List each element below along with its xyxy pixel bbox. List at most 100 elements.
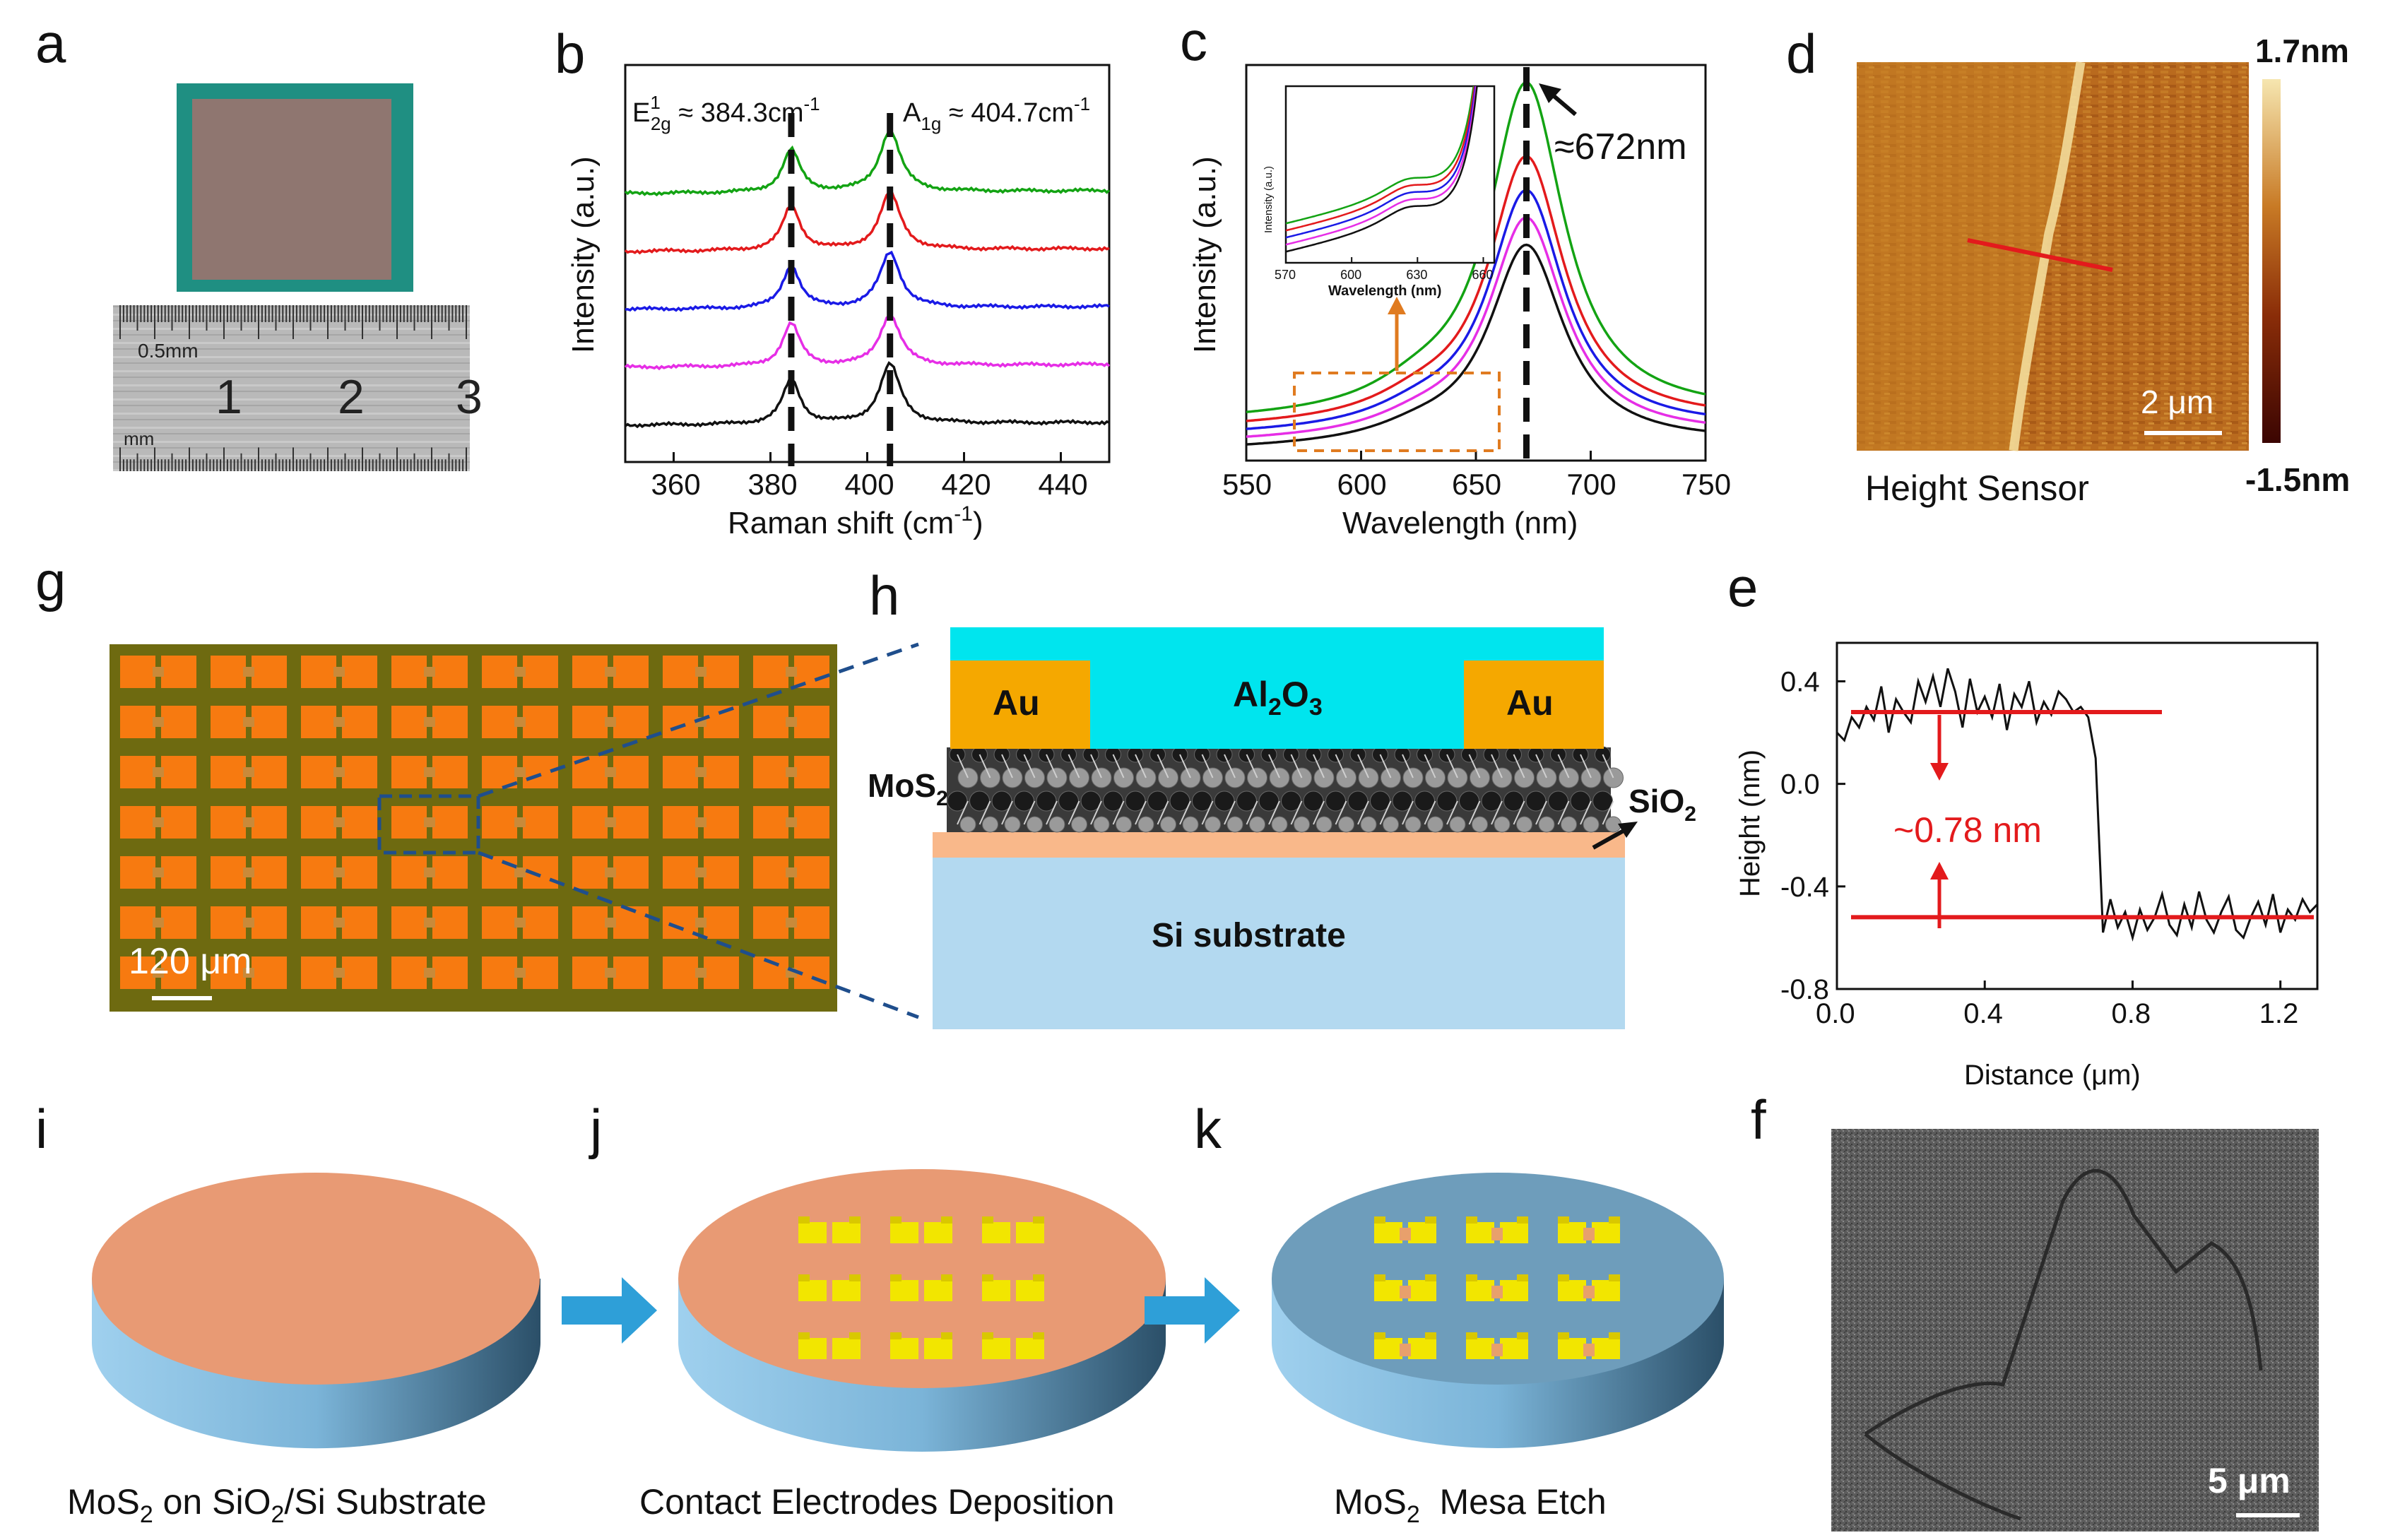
array-channel [243, 667, 254, 677]
pl-inset-tick-label: 630 [1406, 268, 1427, 282]
au-contact-right [1464, 661, 1604, 749]
array-pad [482, 956, 517, 989]
raman-series-green [624, 129, 1111, 197]
array-pad [704, 906, 739, 939]
al2o3-label: Al2O3 [1233, 675, 1323, 721]
mos2-bond [1357, 754, 1369, 778]
wafer-electrode [1500, 1338, 1528, 1359]
array-channel [333, 867, 345, 877]
array-pad [753, 756, 788, 788]
array-pad [432, 956, 468, 989]
array-pad [613, 706, 649, 738]
ruler-ticks [119, 305, 467, 471]
afm-profile-line [1967, 238, 2113, 272]
mos2-bond [1335, 800, 1347, 825]
raman-a1g-annotation: A1g ≈ 404.7cm-1 [903, 93, 1090, 134]
process-arrow-2 [1145, 1277, 1240, 1344]
mos2-bond [1424, 754, 1436, 778]
mos2-atom [1205, 816, 1221, 833]
mos2-bond [1224, 800, 1236, 825]
array-pad [482, 906, 517, 939]
au-left-label: Au [993, 683, 1040, 723]
wafer-channel [1583, 1228, 1595, 1240]
raman-series-black [624, 361, 1110, 429]
wafer-electrode [1558, 1280, 1586, 1301]
wafer-electrode-top [1033, 1332, 1044, 1339]
wafer-electrode [1408, 1222, 1436, 1243]
mos2-atom [1427, 816, 1443, 833]
mos2-bond [1201, 800, 1214, 825]
mos2-atom [1182, 816, 1199, 833]
array-pad [613, 756, 649, 788]
wafer-electrode [982, 1338, 1010, 1359]
array-pad [211, 756, 246, 788]
wafer-electrode [1016, 1222, 1044, 1243]
array-channel [605, 667, 616, 677]
panel-label-e: e [1727, 556, 1758, 618]
panel-label-h: h [869, 564, 899, 627]
mos2-bond [1402, 754, 1414, 778]
mos2-bond [1468, 800, 1481, 825]
wafer-electrode [832, 1222, 861, 1243]
mos2-bond [1090, 754, 1102, 778]
wafer-electrode [1466, 1222, 1494, 1243]
array-pad [704, 806, 739, 839]
array-channel [153, 817, 164, 827]
array-pad [432, 906, 468, 939]
wafer-electrode-top [849, 1274, 861, 1281]
wafer-electrode-top [890, 1274, 902, 1281]
mos2-atom [1516, 816, 1532, 833]
mos2-bond [1335, 754, 1347, 778]
array-pad [432, 806, 468, 839]
height-x-tick-label: 0.8 [2111, 998, 2151, 1029]
sio2-arrowhead [1618, 822, 1638, 838]
wafer-electrode [982, 1280, 1010, 1301]
mos2-bond [1468, 754, 1481, 778]
array-channel [605, 817, 616, 827]
array-channel [153, 767, 164, 777]
wafer-electrode [1374, 1338, 1402, 1359]
array-channel [695, 817, 707, 827]
raman-x-tick-label: 380 [748, 468, 798, 501]
wafer-electrode-top [798, 1332, 810, 1339]
mos2-bond [1046, 800, 1058, 825]
mos2-bond [1157, 754, 1169, 778]
ruler-number-2: 2 [338, 370, 365, 424]
wafer-electrode [1500, 1280, 1528, 1301]
mos2-atom [1160, 816, 1176, 833]
array-pad [211, 906, 246, 939]
array-pad [432, 706, 468, 738]
pl-inset-series-green [1286, 86, 1474, 225]
panel-label-k: k [1194, 1098, 1222, 1160]
mos2-atom [1383, 816, 1399, 833]
mos2-bond [1157, 800, 1169, 825]
array-channel [243, 867, 254, 877]
array-pad [252, 656, 287, 688]
array-channel [243, 918, 254, 928]
mos2-bond [1001, 800, 1013, 825]
mos2-bond [1357, 800, 1369, 825]
mos2-bond [957, 754, 969, 778]
wafer-electrode-top [982, 1332, 993, 1339]
array-pad [252, 756, 287, 788]
array-channel [424, 717, 435, 727]
array-pad [120, 756, 155, 788]
array-channel [424, 817, 435, 827]
mos2-bond [1580, 754, 1592, 778]
array-pad [432, 656, 468, 688]
panel-label-b: b [555, 23, 585, 85]
panel-label-g: g [35, 550, 66, 612]
array-pad [252, 856, 287, 889]
height-x-tick-label: 0.0 [1816, 998, 1855, 1029]
afm-caption: Height Sensor [1865, 468, 2089, 508]
panel-c-pl-chart: 550 600 650 700 750 ≈672nm 570 600 630 660 Wave… [1188, 64, 1731, 540]
array-pad [391, 806, 427, 839]
height-x-tick-label: 1.2 [2259, 998, 2299, 1029]
mos2-label: MoS2 [868, 767, 948, 810]
array-pad [704, 656, 739, 688]
array-pad [482, 856, 517, 889]
mos2-bond [979, 800, 991, 825]
array-pad [120, 906, 155, 939]
raman-x-label: Raman shift (cm-1) [728, 502, 983, 540]
wafer-electrode-top [941, 1332, 952, 1339]
